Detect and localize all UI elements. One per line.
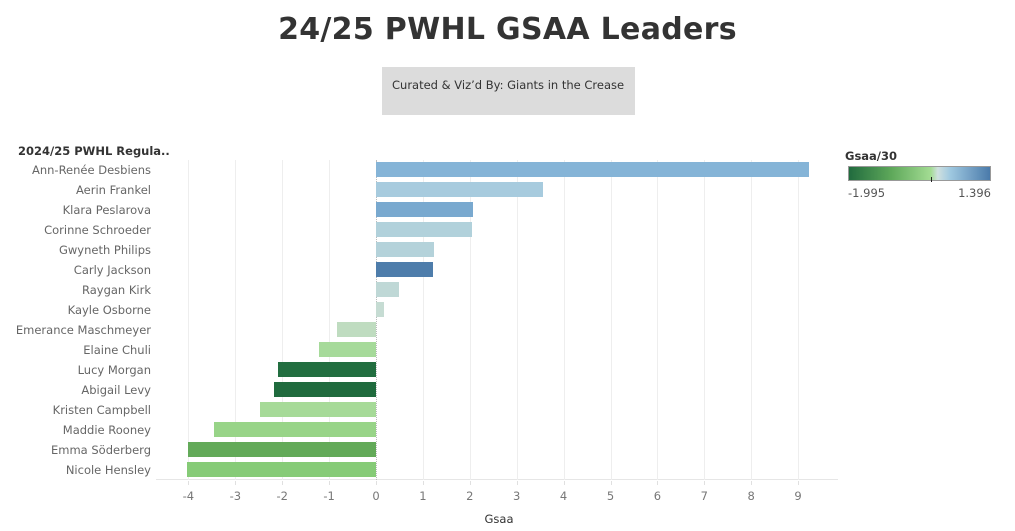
x-tick-label: 1 [419, 489, 427, 503]
gridline [469, 160, 471, 480]
goalie-label[interactable]: Emerance Maschmeyer [15, 323, 151, 337]
gsaa-bar[interactable] [260, 402, 376, 417]
x-axis-ticks: -4 -3 -2 -1 0 1 2 3 4 5 6 7 8 9 [156, 481, 838, 511]
gsaa-bar[interactable] [376, 202, 474, 217]
tick-mark [563, 481, 565, 485]
goalie-labels: Ann-Renée Desbiens Aerin Frankel Klara Pes… [0, 160, 151, 480]
credit-text: Curated & Viz’d By: Giants in the Crease [392, 78, 625, 92]
tick-mark [282, 481, 284, 485]
tick-mark [422, 481, 424, 485]
x-axis-line [156, 479, 838, 480]
goalie-label[interactable]: Nicole Hensley [65, 463, 151, 477]
gsaa-bar[interactable] [277, 362, 376, 377]
x-tick-label: -4 [182, 489, 195, 503]
tick-mark [610, 481, 612, 485]
gridline [235, 160, 237, 480]
gsaa-bar[interactable] [376, 242, 435, 257]
gridline [563, 160, 565, 480]
legend-max-value: 1.396 [958, 186, 991, 200]
x-axis-title[interactable]: Gsaa [484, 512, 514, 526]
legend-min-value: -1.995 [848, 186, 886, 200]
goalie-label[interactable]: Elaine Chuli [83, 343, 151, 357]
gridline [516, 160, 518, 480]
tick-mark [188, 481, 190, 485]
goalie-label[interactable]: Ann-Renée Desbiens [31, 163, 151, 177]
goalie-label[interactable]: Kayle Osborne [67, 303, 151, 317]
plot-area [156, 160, 838, 480]
x-tick-label: 3 [513, 489, 521, 503]
x-tick-label: 0 [372, 489, 380, 503]
tick-mark [469, 481, 471, 485]
tick-mark [516, 481, 518, 485]
tick-mark [376, 481, 377, 485]
gsaa-bar[interactable] [376, 162, 809, 177]
goalie-label[interactable]: Lucy Morgan [77, 363, 151, 377]
goalie-label[interactable]: Klara Peslarova [62, 203, 151, 217]
tick-mark [235, 481, 237, 485]
gridline [282, 160, 284, 480]
goalie-label[interactable]: Kristen Campbell [52, 403, 151, 417]
goalie-label[interactable]: Abigail Levy [81, 383, 151, 397]
goalie-label[interactable]: Aerin Frankel [76, 183, 151, 197]
x-tick-label: 6 [653, 489, 662, 503]
x-tick-label: -3 [229, 489, 242, 503]
row-axis-header[interactable]: 2024/25 PWHL Regula.. [18, 144, 170, 158]
goalie-label[interactable]: Corinne Schroeder [44, 223, 151, 237]
gridline [798, 160, 800, 480]
goalie-label[interactable]: Maddie Rooney [62, 423, 151, 437]
x-tick-label: 8 [747, 489, 755, 503]
gsaa-bar[interactable] [376, 182, 543, 197]
tick-mark [751, 481, 753, 485]
gridline [657, 160, 659, 480]
zero-line [376, 160, 377, 480]
gsaa-bar[interactable] [376, 222, 473, 237]
gsaa-bar[interactable] [376, 302, 384, 317]
tick-mark [704, 481, 706, 485]
credit-box: Curated & Viz’d By: Giants in the Crease [382, 67, 635, 115]
goalie-label[interactable]: Emma Söderberg [50, 443, 151, 457]
gridline [704, 160, 706, 480]
page-title: 24/25 PWHL GSAA Leaders [278, 12, 737, 47]
tick-mark [798, 481, 800, 485]
tick-mark [657, 481, 659, 485]
gsaa-bar[interactable] [337, 322, 376, 337]
x-tick-label: 9 [794, 489, 802, 503]
gridline [329, 160, 331, 480]
tick-mark [329, 481, 331, 485]
gsaa-bar[interactable] [376, 262, 434, 277]
x-tick-label: 4 [559, 489, 568, 503]
gsaa-bar[interactable] [187, 442, 376, 457]
gsaa-bar[interactable] [214, 422, 376, 437]
gsaa-bar[interactable] [274, 382, 376, 397]
legend-center-tick [931, 177, 932, 182]
color-legend-gradient[interactable] [848, 166, 991, 181]
gridline [751, 160, 753, 480]
gridline [188, 160, 190, 480]
goalie-label[interactable]: Gwyneth Philips [58, 243, 151, 257]
x-tick-label: 5 [606, 489, 615, 503]
x-tick-label: 7 [700, 489, 708, 503]
x-tick-label: -1 [323, 489, 335, 503]
legend-title: Gsaa/30 [845, 149, 898, 163]
goalie-label[interactable]: Raygan Kirk [81, 283, 151, 297]
gridline [610, 160, 612, 480]
gsaa-bar[interactable] [376, 282, 399, 297]
gridline [422, 160, 424, 480]
gsaa-bar[interactable] [186, 462, 376, 477]
x-tick-label: 2 [466, 489, 474, 503]
gsaa-bar[interactable] [318, 342, 376, 357]
goalie-label[interactable]: Carly Jackson [73, 263, 151, 277]
x-tick-label: -2 [276, 489, 288, 503]
